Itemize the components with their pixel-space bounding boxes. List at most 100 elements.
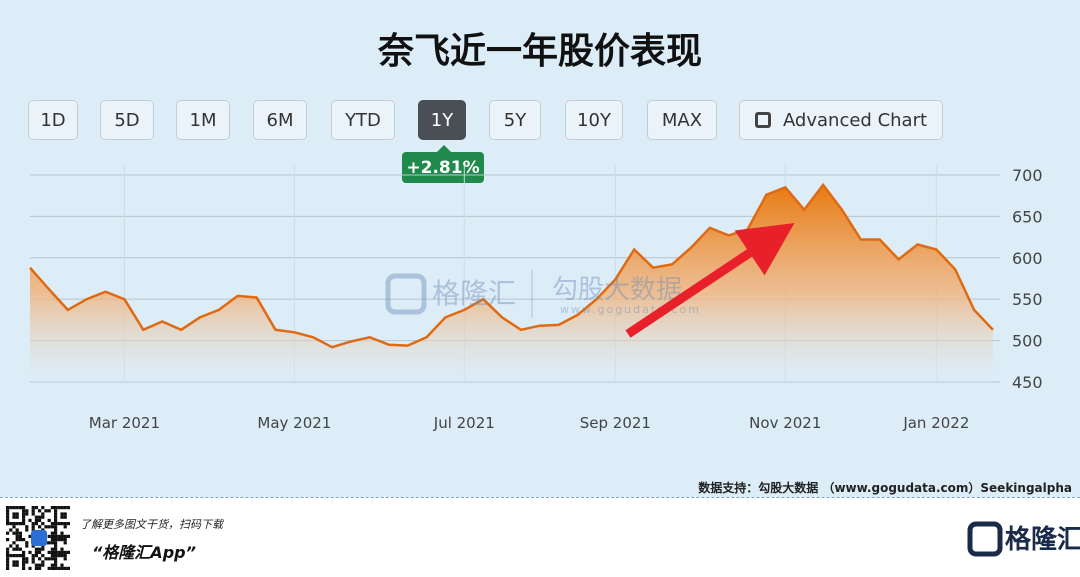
qr-cell [15, 506, 19, 510]
qr-cell [31, 557, 35, 561]
qr-cell [18, 522, 22, 526]
qr-cell [15, 547, 19, 551]
qr-cell [15, 544, 19, 548]
qr-cell [15, 534, 19, 538]
qr-cell [22, 563, 26, 567]
qr-cell [12, 541, 16, 545]
range-button[interactable]: YTD [331, 100, 395, 140]
footer-text: 了解更多图文干货，扫码下载 [80, 518, 225, 531]
range-button[interactable]: 6M [253, 100, 307, 140]
qr-cell [54, 538, 58, 542]
qr-cell [12, 515, 16, 519]
qr-cell [50, 541, 54, 545]
range-button[interactable]: Advanced Chart [739, 100, 943, 140]
qr-cell [47, 566, 51, 570]
qr-cell [44, 509, 48, 513]
qr-cell [57, 554, 61, 558]
x-tick-label: Sep 2021 [580, 414, 651, 432]
qr-cell [66, 566, 70, 570]
qr-cell [60, 522, 64, 526]
qr-cell [34, 547, 38, 551]
range-button[interactable]: MAX [647, 100, 717, 140]
qr-cell [34, 506, 38, 510]
qr-cell [50, 522, 54, 526]
logo-icon [967, 521, 1003, 557]
qr-cell [22, 506, 26, 510]
qr-cell [50, 506, 54, 510]
qr-cell [63, 512, 67, 516]
qr-cell [54, 512, 58, 516]
qr-cell [63, 538, 67, 542]
qr-cell [63, 515, 67, 519]
qr-cell [6, 515, 10, 519]
qr-cell [6, 506, 10, 510]
qr-cell [28, 550, 32, 554]
qr-cell [18, 538, 22, 542]
range-button[interactable]: 10Y [565, 100, 623, 140]
qr-cell [66, 534, 70, 538]
qr-cell [54, 560, 58, 564]
x-tick-label: Nov 2021 [749, 414, 821, 432]
range-button[interactable]: 1M [176, 100, 230, 140]
logo: 格隆汇 [1005, 524, 1080, 555]
qr-cell [50, 554, 54, 558]
qr-cell [50, 534, 54, 538]
trend-arrow [625, 223, 795, 338]
footer: 了解更多图文干货，扫码下载 “格隆汇App” 格隆汇 [0, 497, 1080, 577]
qr-cell [50, 550, 54, 554]
qr-cell [15, 563, 19, 567]
qr-cell [44, 557, 48, 561]
y-tick-label: 650 [1012, 207, 1043, 226]
qr-cell [66, 506, 70, 510]
x-tick-label: Mar 2021 [89, 414, 160, 432]
qr-cell [25, 528, 29, 532]
watermark-text: 格隆汇 [432, 277, 516, 310]
qr-cell [12, 563, 16, 567]
qr-cell [50, 566, 54, 570]
qr-cell [54, 528, 58, 532]
change-badge: +2.81% [402, 145, 484, 183]
qr-cell [38, 563, 42, 567]
qr-cell [54, 566, 58, 570]
price-line [29, 182, 994, 349]
qr-cell [63, 554, 67, 558]
qr-cell [18, 534, 22, 538]
qr-cell [57, 566, 61, 570]
qr-cell [28, 566, 32, 570]
qr-cell [38, 515, 42, 519]
qr-cell [31, 512, 35, 516]
qr-cell [6, 563, 10, 567]
qr-cell [9, 506, 13, 510]
qr-cell [47, 541, 51, 545]
qr-cell [47, 525, 51, 529]
range-button[interactable]: 1D [28, 100, 78, 140]
qr-cell [18, 547, 22, 551]
y-tick-label: 500 [1012, 332, 1043, 351]
qr-cell [54, 563, 58, 567]
qr-cell [6, 531, 10, 535]
qr-cell [63, 522, 67, 526]
qr-cell [22, 560, 26, 564]
qr-cell [54, 557, 58, 561]
qr-cell [38, 550, 42, 554]
range-button[interactable]: 1Y [418, 100, 466, 140]
qr-cell [15, 522, 19, 526]
qr-cell [54, 518, 58, 522]
qr-cell [9, 528, 13, 532]
qr-cell [38, 525, 42, 529]
range-button[interactable]: 5D [100, 100, 154, 140]
qr-cell [54, 544, 58, 548]
qr-cell [6, 566, 10, 570]
range-button[interactable]: 5Y [489, 100, 541, 140]
qr-cell [12, 522, 16, 526]
qr-cell [60, 534, 64, 538]
qr-cell [34, 515, 38, 519]
qr-cell [60, 563, 64, 567]
watermark-text: 勾股大数据 [552, 275, 682, 305]
qr-cell [57, 538, 61, 542]
qr-cell [22, 512, 26, 516]
qr-cell [15, 531, 19, 535]
qr-cell [63, 566, 67, 570]
qr-cell [9, 544, 13, 548]
